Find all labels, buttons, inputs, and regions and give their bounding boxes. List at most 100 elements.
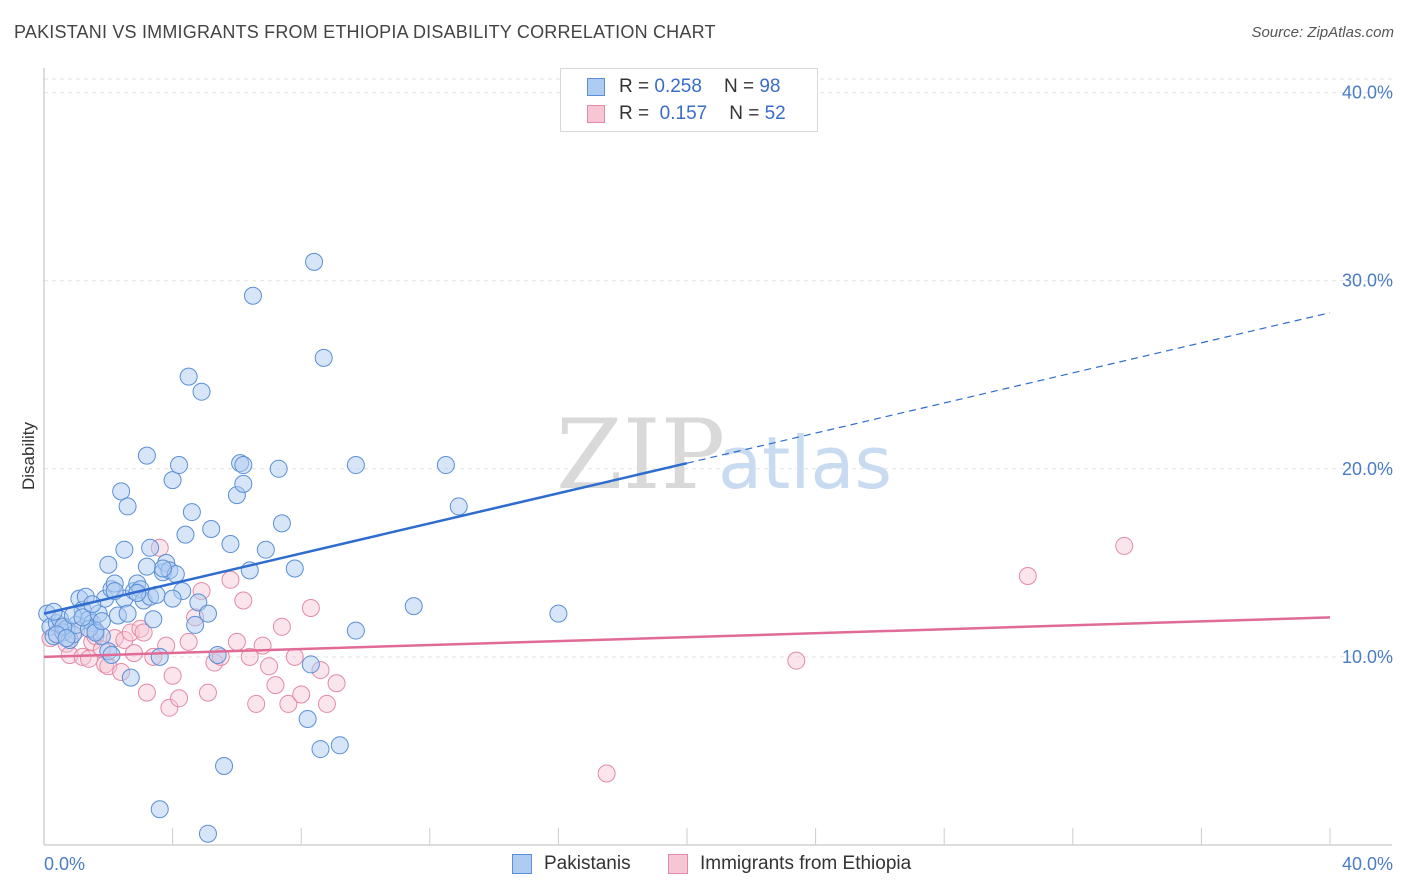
data-point-pakistanis: [549, 604, 568, 623]
y-axis-title: Disability: [19, 421, 38, 490]
bottom-legend-swatch-ethiopia: [668, 854, 688, 874]
data-point-pakistanis: [112, 482, 131, 501]
data-point-pakistanis: [198, 604, 217, 623]
legend-row-pakistanis: R = 0.258 N = 98: [587, 74, 780, 100]
bottom-legend-label-ethiopia: Immigrants from Ethiopia: [700, 853, 912, 874]
bottom-legend-label-pakistanis: Pakistanis: [544, 853, 631, 874]
y-tick-label: 40.0%: [1342, 83, 1393, 103]
y-tick-label: 20.0%: [1342, 459, 1393, 479]
data-point-pakistanis: [234, 456, 253, 475]
axes: [43, 68, 1392, 846]
data-point-ethiopia: [247, 694, 266, 713]
data-point-pakistanis: [153, 559, 172, 578]
data-point-ethiopia: [179, 632, 198, 651]
trend-line-pakistanis-extension: [686, 312, 1331, 464]
data-point-pakistanis: [176, 525, 195, 544]
data-point-pakistanis: [256, 540, 275, 559]
x-tick-label: 40.0%: [1342, 854, 1393, 874]
data-point-pakistanis: [221, 535, 240, 554]
legend-row-ethiopia: R = 0.157 N = 52: [587, 101, 786, 127]
bottom-legend-swatch-pakistanis: [512, 854, 532, 874]
trend-line-pakistanis: [43, 461, 688, 615]
data-point-ethiopia: [292, 685, 311, 704]
data-point-pakistanis: [202, 520, 221, 538]
legend-n-value: 52: [764, 103, 786, 124]
data-point-pakistanis: [301, 655, 320, 674]
data-point-ethiopia: [115, 630, 134, 649]
data-point-ethiopia: [301, 599, 320, 617]
data-point-ethiopia: [260, 657, 279, 676]
legend-n-label: N =: [723, 76, 755, 97]
legend-swatch-ethiopia: [587, 105, 605, 123]
data-point-pakistanis: [144, 610, 163, 629]
data-point-ethiopia: [266, 676, 285, 695]
data-point-ethiopia: [234, 591, 253, 610]
tick-labels: 10.0% 20.0% 30.0% 40.0% 0.0% 40.0%: [44, 83, 1393, 874]
chart-title: PAKISTANI VS IMMIGRANTS FROM ETHIOPIA DI…: [14, 22, 716, 42]
data-point-pakistanis: [115, 540, 134, 559]
data-point-pakistanis: [179, 367, 198, 386]
data-point-pakistanis: [150, 800, 169, 819]
bottom-legend-pakistanis: Pakistanis: [512, 851, 631, 877]
data-point-pakistanis: [272, 514, 291, 533]
legend-r-label: R =: [619, 103, 650, 124]
data-point-ethiopia: [1018, 567, 1037, 586]
y-tick-label: 10.0%: [1342, 647, 1393, 667]
data-point-pakistanis: [234, 474, 253, 493]
data-point-ethiopia: [787, 651, 806, 670]
data-point-pakistanis: [57, 629, 76, 648]
data-point-pakistanis: [208, 646, 227, 665]
data-point-pakistanis: [215, 757, 234, 775]
data-point-ethiopia: [137, 683, 156, 702]
data-point-pakistanis: [137, 446, 156, 465]
data-point-ethiopia: [134, 623, 153, 642]
data-point-pakistanis: [314, 348, 333, 367]
data-point-pakistanis: [404, 597, 423, 616]
legend-n-value: 98: [759, 76, 781, 97]
data-point-pakistanis: [73, 608, 92, 627]
trend-line-ethiopia: [43, 616, 1331, 659]
data-point-ethiopia: [279, 694, 298, 713]
legend-r-value: 0.258: [654, 76, 702, 97]
data-point-pakistanis: [198, 824, 217, 843]
data-point-pakistanis: [269, 459, 288, 478]
data-point-pakistanis: [346, 456, 365, 475]
data-point-pakistanis: [141, 538, 160, 557]
data-point-pakistanis: [449, 497, 468, 516]
data-point-ethiopia: [221, 570, 240, 589]
data-point-ethiopia: [160, 698, 179, 717]
data-point-pakistanis: [163, 471, 182, 490]
data-point-ethiopia: [227, 632, 246, 651]
data-point-pakistanis: [163, 589, 182, 608]
chart-source: Source: ZipAtlas.com: [1251, 24, 1394, 41]
correlation-legend: R = 0.258 N = 98 R = 0.157 N = 52: [560, 68, 818, 132]
data-point-ethiopia: [327, 674, 346, 693]
data-point-pakistanis: [311, 740, 330, 759]
data-point-pakistanis: [330, 736, 349, 755]
data-point-pakistanis: [285, 559, 304, 578]
data-point-pakistanis: [121, 668, 140, 687]
data-point-pakistanis: [192, 382, 211, 401]
data-point-ethiopia: [317, 694, 336, 713]
data-point-pakistanis: [243, 286, 262, 305]
data-point-pakistanis: [137, 557, 156, 576]
data-point-pakistanis: [150, 647, 169, 666]
data-point-ethiopia: [285, 647, 304, 666]
data-point-ethiopia: [163, 666, 182, 685]
data-point-pakistanis: [118, 497, 137, 516]
trend-lines: [43, 312, 1331, 659]
watermark-atlas: atlas: [718, 421, 892, 505]
data-point-ethiopia: [272, 617, 291, 636]
data-point-pakistanis: [118, 604, 137, 623]
data-point-pakistanis: [305, 252, 324, 271]
data-point-ethiopia: [597, 764, 616, 783]
data-point-pakistanis: [436, 456, 455, 475]
data-point-ethiopia: [198, 683, 217, 702]
data-point-ethiopia: [1115, 536, 1134, 555]
bottom-legend-ethiopia: Immigrants from Ethiopia: [668, 851, 911, 877]
legend-r-label: R =: [619, 76, 650, 97]
data-point-ethiopia: [121, 623, 140, 642]
legend-n-label: N =: [729, 103, 760, 124]
legend-swatch-pakistanis: [587, 78, 605, 96]
